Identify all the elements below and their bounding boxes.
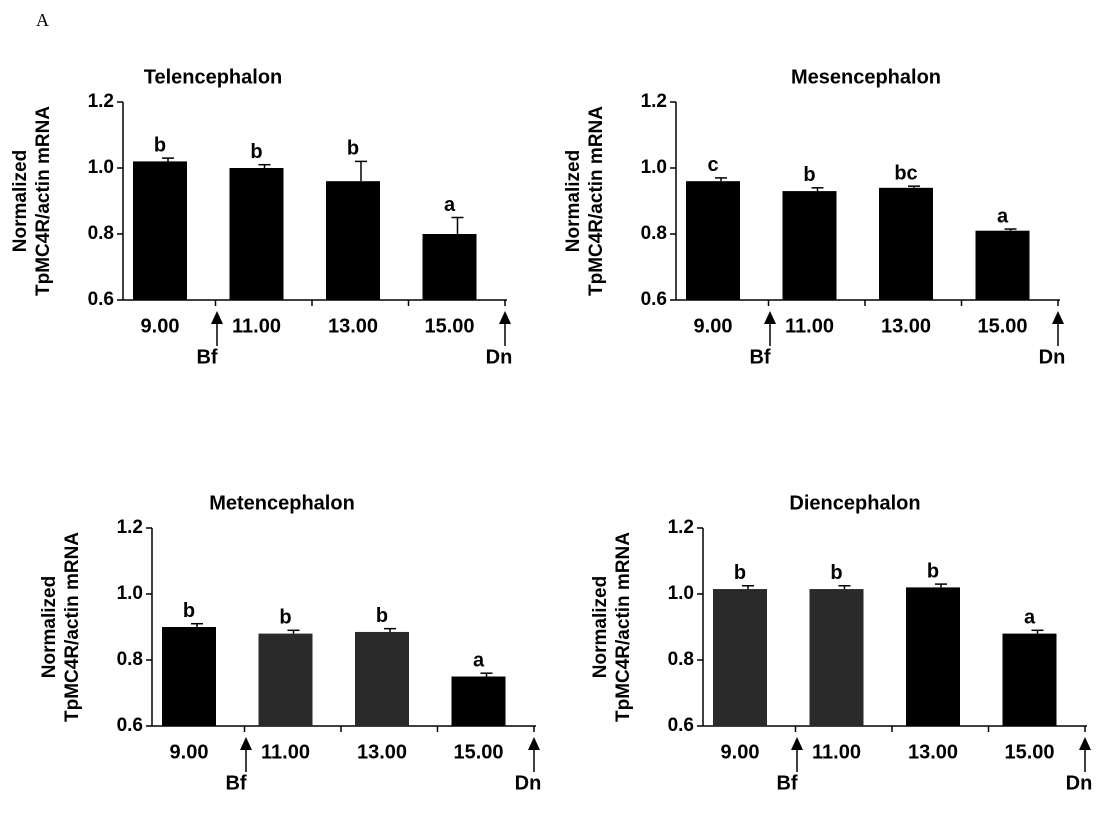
significance-letter: c — [707, 154, 718, 176]
arrow-head — [211, 311, 223, 324]
bar — [326, 181, 380, 300]
x-tick-label: 11.00 — [261, 741, 310, 763]
significance-letter: b — [734, 562, 746, 584]
arrow-label: Dn — [515, 772, 542, 794]
significance-letter: b — [830, 562, 842, 584]
arrow-label: Bf — [776, 772, 797, 794]
y-tick-label: 1.2 — [117, 517, 143, 538]
bar — [809, 589, 864, 726]
x-tick-label: 15.00 — [453, 741, 503, 763]
bar — [133, 161, 187, 300]
arrow-label: Dn — [1066, 772, 1093, 794]
chart-title: Diencephalon — [789, 492, 920, 514]
significance-letter: bc — [894, 162, 917, 184]
bar — [686, 181, 740, 300]
x-tick-label: 11.00 — [232, 315, 281, 337]
significance-letter: b — [279, 607, 291, 629]
bar — [162, 627, 216, 726]
x-tick-label: 15.00 — [977, 315, 1027, 337]
significance-letter: b — [250, 141, 262, 163]
significance-letter: b — [803, 164, 815, 186]
arrow-label: Bf — [749, 346, 770, 368]
bar — [229, 168, 284, 300]
y-axis-label: TpMC4R/actin mRNA — [613, 532, 634, 722]
y-axis-label: Normalized — [590, 576, 611, 678]
significance-letter: a — [444, 194, 456, 216]
y-axis-label: TpMC4R/actin mRNA — [33, 106, 54, 296]
y-axis-label: Normalized — [563, 150, 584, 252]
bar — [713, 589, 767, 726]
y-tick-label: 1.0 — [88, 157, 114, 178]
significance-letter: b — [376, 605, 388, 627]
x-tick-label: 9.00 — [721, 741, 760, 763]
bar — [1002, 633, 1057, 726]
x-tick-label: 13.00 — [357, 741, 407, 763]
y-axis-label: TpMC4R/actin mRNA — [62, 532, 83, 722]
x-tick-label: 11.00 — [785, 315, 834, 337]
panel-label: A — [36, 10, 49, 30]
chart-title: Mesencephalon — [791, 66, 941, 88]
x-tick-label: 11.00 — [812, 741, 861, 763]
significance-letter: a — [473, 649, 485, 671]
y-tick-label: 0.8 — [641, 223, 667, 244]
arrow-head — [791, 737, 803, 750]
y-tick-label: 1.0 — [641, 157, 667, 178]
bar — [258, 633, 313, 726]
y-axis-label: Normalized — [10, 150, 31, 252]
x-tick-label: 13.00 — [908, 741, 958, 763]
arrow-head — [499, 311, 511, 324]
bar — [906, 587, 960, 726]
significance-letter: b — [183, 600, 195, 622]
significance-letter: b — [927, 560, 939, 582]
arrow-head — [764, 311, 776, 324]
significance-letter: a — [1024, 607, 1036, 629]
y-tick-label: 0.8 — [668, 649, 694, 670]
x-tick-label: 9.00 — [170, 741, 209, 763]
x-tick-label: 13.00 — [328, 315, 378, 337]
y-tick-label: 1.0 — [117, 583, 143, 604]
y-tick-label: 1.2 — [668, 517, 694, 538]
y-tick-label: 0.6 — [668, 715, 694, 736]
arrow-label: Bf — [225, 772, 246, 794]
x-tick-label: 15.00 — [1004, 741, 1054, 763]
arrow-label: Dn — [1039, 346, 1066, 368]
bar — [451, 676, 506, 726]
bar — [879, 187, 933, 300]
arrow-label: Dn — [486, 346, 513, 368]
bar — [422, 234, 477, 300]
y-tick-label: 1.2 — [641, 91, 667, 112]
chart-title: Telencephalon — [144, 66, 283, 88]
significance-letter: b — [347, 138, 359, 160]
x-tick-label: 9.00 — [141, 315, 180, 337]
bar — [782, 191, 837, 300]
y-axis-label: TpMC4R/actin mRNA — [586, 106, 607, 296]
x-tick-label: 13.00 — [881, 315, 931, 337]
bar — [975, 230, 1030, 300]
y-tick-label: 0.8 — [117, 649, 143, 670]
bar — [355, 631, 409, 726]
arrow-label: Bf — [196, 346, 217, 368]
y-tick-label: 1.0 — [668, 583, 694, 604]
significance-letter: a — [997, 205, 1009, 227]
y-tick-label: 1.2 — [88, 91, 114, 112]
y-tick-label: 0.6 — [641, 289, 667, 310]
significance-letter: b — [154, 134, 166, 156]
y-tick-label: 0.6 — [117, 715, 143, 736]
x-tick-label: 9.00 — [694, 315, 733, 337]
y-tick-label: 0.8 — [88, 223, 114, 244]
chart-title: Metencephalon — [209, 492, 355, 514]
y-tick-label: 0.6 — [88, 289, 114, 310]
arrow-head — [528, 737, 540, 750]
arrow-head — [1052, 311, 1064, 324]
y-axis-label: Normalized — [39, 576, 60, 678]
arrow-head — [1079, 737, 1091, 750]
arrow-head — [240, 737, 252, 750]
x-tick-label: 15.00 — [424, 315, 474, 337]
